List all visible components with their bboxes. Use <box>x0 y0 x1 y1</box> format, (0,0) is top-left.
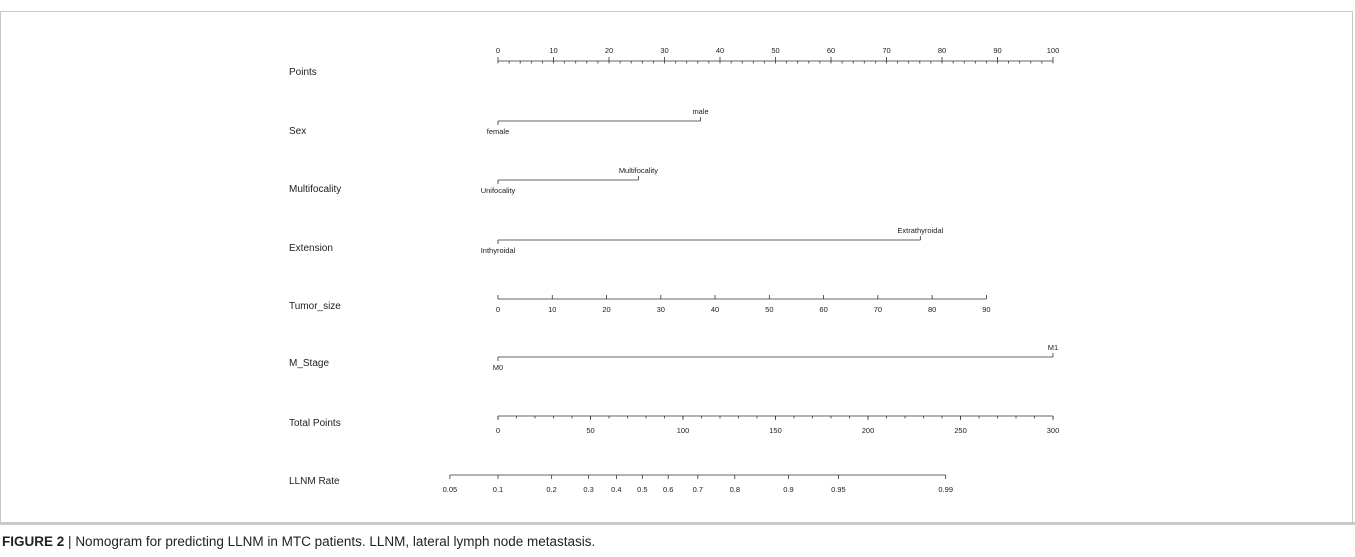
row-label-multifocality: Multifocality <box>289 184 341 195</box>
tick-label-llnm-rate: 0.95 <box>831 485 846 494</box>
tick-label-points: 50 <box>771 46 779 55</box>
tick-label-total-points: 200 <box>862 426 875 435</box>
tick-label-points: 40 <box>716 46 724 55</box>
tick-label-tumor-size: 30 <box>657 305 665 314</box>
level-label-extension: Inthyroidal <box>481 246 516 255</box>
tick-label-llnm-rate: 0.9 <box>783 485 793 494</box>
tick-label-points: 10 <box>549 46 557 55</box>
tick-label-llnm-rate: 0.4 <box>611 485 621 494</box>
tick-label-total-points: 50 <box>586 426 594 435</box>
level-label-m-stage: M1 <box>1048 343 1058 352</box>
tick-label-llnm-rate: 0.6 <box>663 485 673 494</box>
row-label-tumor-size: Tumor_size <box>289 301 341 312</box>
tick-label-total-points: 100 <box>677 426 690 435</box>
level-label-extension: Extrathyroidal <box>897 226 943 235</box>
tick-label-total-points: 250 <box>954 426 967 435</box>
tick-label-tumor-size: 80 <box>928 305 936 314</box>
tick-label-tumor-size: 0 <box>496 305 500 314</box>
tick-label-points: 20 <box>605 46 613 55</box>
figure-frame <box>0 11 1353 522</box>
level-label-sex: female <box>487 127 510 136</box>
tick-label-total-points: 300 <box>1047 426 1060 435</box>
tick-label-points: 70 <box>882 46 890 55</box>
tick-label-points: 100 <box>1047 46 1060 55</box>
tick-label-llnm-rate: 0.5 <box>637 485 647 494</box>
level-label-m-stage: M0 <box>493 363 503 372</box>
tick-label-tumor-size: 60 <box>819 305 827 314</box>
row-label-m-stage: M_Stage <box>289 358 329 369</box>
tick-label-tumor-size: 90 <box>982 305 990 314</box>
caption-label: FIGURE 2 <box>2 534 65 549</box>
row-label-llnm-rate: LLNM Rate <box>289 476 340 487</box>
tick-label-llnm-rate: 0.05 <box>443 485 458 494</box>
tick-label-tumor-size: 70 <box>874 305 882 314</box>
tick-label-llnm-rate: 0.2 <box>546 485 556 494</box>
level-label-multifocality: Multifocality <box>619 166 658 175</box>
level-label-sex: male <box>692 107 708 116</box>
tick-label-tumor-size: 40 <box>711 305 719 314</box>
tick-label-total-points: 150 <box>769 426 782 435</box>
tick-label-llnm-rate: 0.7 <box>693 485 703 494</box>
figure-caption: FIGURE 2 | Nomogram for predicting LLNM … <box>0 522 1355 557</box>
tick-label-points: 0 <box>496 46 500 55</box>
row-label-total-points: Total Points <box>289 418 341 429</box>
row-label-points: Points <box>289 67 317 78</box>
tick-label-points: 60 <box>827 46 835 55</box>
row-label-extension: Extension <box>289 243 333 254</box>
tick-label-llnm-rate: 0.1 <box>493 485 503 494</box>
row-label-sex: Sex <box>289 126 306 137</box>
caption-separator: | <box>68 534 72 549</box>
tick-label-points: 80 <box>938 46 946 55</box>
tick-label-tumor-size: 10 <box>548 305 556 314</box>
tick-label-points: 30 <box>660 46 668 55</box>
caption-text: Nomogram for predicting LLNM in MTC pati… <box>75 534 596 549</box>
tick-label-total-points: 0 <box>496 426 500 435</box>
level-label-multifocality: Unifocality <box>481 186 516 195</box>
tick-label-llnm-rate: 0.3 <box>583 485 593 494</box>
tick-label-tumor-size: 50 <box>765 305 773 314</box>
tick-label-tumor-size: 20 <box>602 305 610 314</box>
tick-label-llnm-rate: 0.8 <box>730 485 740 494</box>
tick-label-llnm-rate: 0.99 <box>938 485 953 494</box>
tick-label-points: 90 <box>993 46 1001 55</box>
